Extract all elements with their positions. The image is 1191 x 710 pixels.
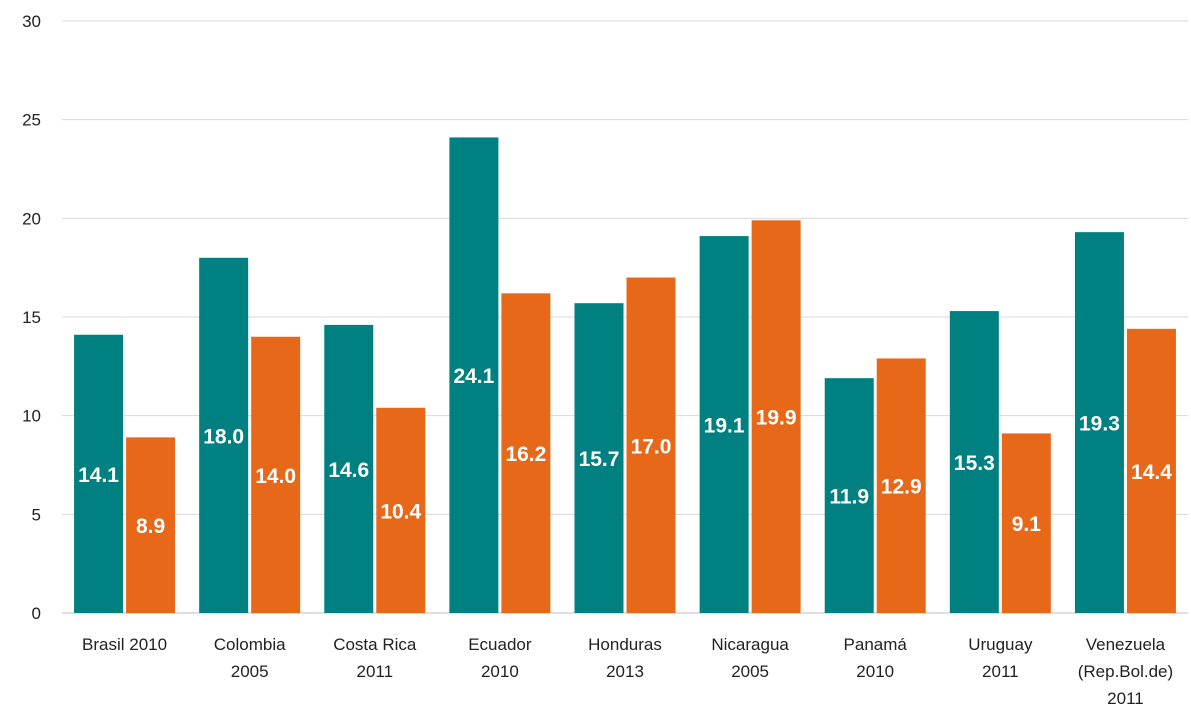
x-tick-label: Honduras [588,635,662,654]
bar-data-label: 10.4 [380,500,421,523]
bar-series-2 [876,358,926,613]
x-tick-label: Venezuela [1086,635,1166,654]
x-tick-label: Nicaragua [711,635,789,654]
bar-series-1 [449,137,499,613]
bar-data-label: 19.3 [1079,413,1120,436]
x-tick-label: Colombia [214,635,286,654]
bar-series-2 [1001,433,1051,613]
bar-series-1 [1074,232,1124,613]
x-tick-label: 2005 [731,662,769,681]
bar-data-label: 17.0 [631,435,672,458]
bar-series-2 [1126,328,1176,613]
x-tick-label: 2013 [606,662,644,681]
x-tick-label: Panamá [844,635,908,654]
bar-series-1 [574,303,624,613]
bar-series-1 [949,311,999,613]
x-tick-label: 2011 [356,662,393,681]
bars [74,137,1176,614]
bar-series-1 [74,334,124,613]
y-tick-label: 5 [32,505,41,524]
data-labels: 14.1 8.9 18.0 14.0 14.6 10.4 24.1 16.2 15.7 17.0 1… [78,365,1172,538]
bar-data-label: 14.0 [255,465,296,488]
bar-data-label: 18.0 [203,425,244,448]
x-tick-label: 2010 [481,662,519,681]
y-tick-label: 0 [32,604,41,623]
bar-series-2 [751,220,801,613]
y-tick-label: 30 [22,12,41,31]
bar-series-2 [126,437,176,613]
y-tick-label: 25 [22,111,41,130]
bar-series-2 [251,336,301,613]
bar-data-label: 14.6 [328,459,369,482]
bar-data-label: 12.9 [881,476,922,499]
bar-data-label: 19.9 [756,407,797,430]
bar-data-label: 16.2 [505,443,546,466]
y-axis-ticks: 0 5 10 15 20 25 30 [22,12,41,623]
x-tick-label: 2011 [982,662,1019,681]
bar-series-2 [376,407,426,613]
bar-series-1 [199,257,249,613]
x-tick-label: 2010 [856,662,894,681]
x-tick-label: Brasil 2010 [82,635,167,654]
gridlines [62,20,1188,614]
x-tick-label: 2005 [231,662,269,681]
y-tick-label: 10 [22,407,41,426]
x-tick-label: 2011 [1107,689,1144,708]
bar-data-label: 19.1 [704,415,745,438]
bar-data-label: 14.1 [78,464,119,487]
x-tick-label: Costa Rica [333,635,417,654]
bar-data-label: 14.4 [1131,461,1172,484]
bar-data-label: 11.9 [829,486,869,509]
bar-series-1 [824,378,874,613]
x-tick-label: Ecuador [468,635,532,654]
x-tick-label: Uruguay [968,635,1033,654]
bar-data-label: 24.1 [453,365,494,388]
x-axis-ticks: Brasil 2010 Colombia 2005 Costa Rica 2011 Ecu… [82,635,1173,708]
bar-data-label: 8.9 [136,515,165,538]
bar-series-1 [324,324,374,613]
bar-data-label: 15.3 [954,452,995,475]
x-tick-label: (Rep.Bol.de) [1078,662,1173,681]
y-tick-label: 20 [22,209,41,228]
bar-series-2 [626,277,676,613]
bar-series-1 [699,236,749,614]
y-tick-label: 15 [22,308,41,327]
bar-series-2 [501,293,551,613]
bar-data-label: 15.7 [579,448,620,471]
bar-data-label: 9.1 [1012,513,1042,536]
